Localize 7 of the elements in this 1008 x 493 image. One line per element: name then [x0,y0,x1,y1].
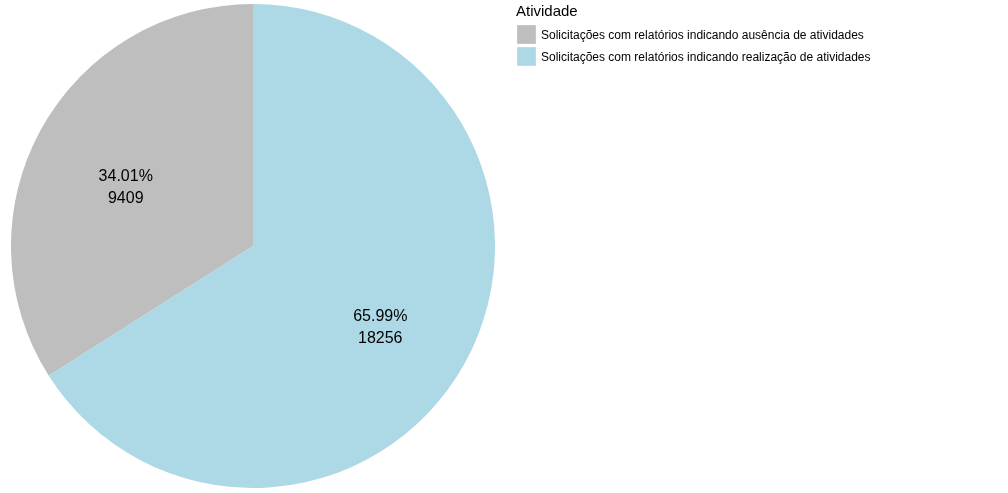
pie-slice [48,4,495,488]
pie-slice [11,4,253,376]
data-label: 65.99% 18256 [353,306,408,346]
legend-label: Solicitações com relatórios indicando realização de atividades [541,49,871,64]
legend-title: Atividade [516,2,578,19]
data-label: 34.01% 9409 [98,167,153,207]
legend-label: Solicitações com relatórios indicando ausência de atividades [541,27,864,42]
